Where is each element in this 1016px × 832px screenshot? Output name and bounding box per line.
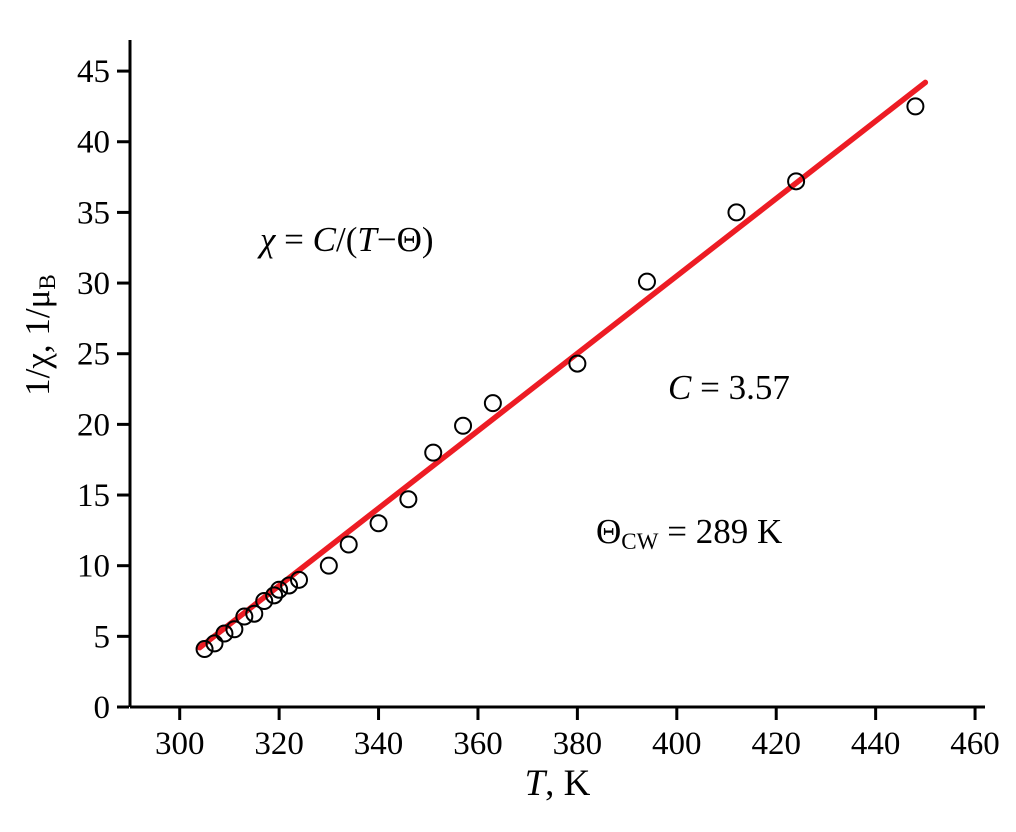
data-point-marker — [727, 203, 746, 222]
data-point-marker — [369, 514, 388, 533]
y-tick-label: 45 — [77, 54, 110, 90]
data-point-marker — [205, 634, 224, 653]
data-point-marker — [399, 490, 418, 509]
data-point-marker — [225, 620, 244, 639]
y-tick-label: 30 — [77, 266, 110, 302]
y-tick-label: 35 — [77, 195, 110, 231]
data-point-marker — [424, 443, 443, 462]
data-point-marker — [265, 586, 284, 605]
y-tick-label: 25 — [77, 337, 110, 373]
x-tick-label: 320 — [254, 726, 304, 762]
y-tick-label: 5 — [94, 619, 111, 655]
x-tick-label: 300 — [155, 726, 205, 762]
data-point-marker — [568, 354, 587, 373]
y-tick-label: 0 — [94, 690, 111, 726]
x-tick-label: 380 — [553, 726, 603, 762]
data-point-marker — [454, 416, 473, 435]
x-tick-label: 400 — [652, 726, 702, 762]
annotation-curie-weiss-formula: χ = C/(T−Θ) — [260, 220, 434, 260]
y-axis-label-text: 1/χ, 1/μB — [18, 274, 60, 396]
data-point-marker — [319, 556, 338, 575]
x-axis-label-unit: , K — [545, 763, 591, 804]
formula-c: C — [312, 220, 337, 259]
formula-chi: χ — [260, 220, 276, 259]
y-tick-label: 15 — [77, 478, 110, 514]
theta-symbol: Θ — [596, 512, 622, 551]
curie-constant-value: = 3.57 — [691, 368, 790, 407]
data-point-marker — [245, 604, 264, 623]
y-tick-label: 40 — [77, 125, 110, 161]
formula-equals: = — [275, 220, 313, 259]
formula-slash: /( — [336, 220, 358, 259]
theta-subscript: CW — [621, 528, 659, 554]
formula-t: T — [357, 220, 377, 259]
annotation-theta-cw: ΘCW = 289 K — [596, 512, 783, 554]
x-tick-label: 340 — [354, 726, 404, 762]
data-point-marker — [339, 535, 358, 554]
fit-line — [196, 79, 929, 651]
data-point-marker — [290, 570, 309, 589]
data-point-marker — [906, 97, 925, 116]
x-tick-label: 360 — [453, 726, 503, 762]
y-axis-label-subscript: B — [34, 274, 60, 290]
data-point-marker — [235, 607, 254, 626]
data-point-marker — [270, 580, 289, 599]
y-tick-label: 10 — [77, 549, 110, 585]
x-tick-label: 420 — [751, 726, 801, 762]
data-point-marker — [255, 592, 274, 611]
data-point-marker — [215, 624, 234, 643]
x-tick-label: 460 — [950, 726, 1000, 762]
curie-constant-symbol: C — [668, 368, 692, 407]
x-axis-label: T, K — [130, 762, 985, 805]
formula-rest: −Θ) — [376, 220, 434, 259]
data-point-marker — [280, 576, 299, 595]
theta-value: = 289 K — [658, 512, 783, 551]
data-point-marker — [637, 272, 656, 291]
x-tick-label: 440 — [851, 726, 901, 762]
y-tick-label: 20 — [77, 407, 110, 443]
annotation-curie-constant: C = 3.57 — [668, 368, 790, 408]
data-point-marker — [787, 172, 806, 191]
data-point-marker — [483, 394, 502, 413]
y-axis-label-main: 1/χ, 1/μ — [18, 289, 57, 396]
data-point-marker — [195, 640, 214, 659]
x-axis-label-variable: T — [524, 763, 546, 804]
